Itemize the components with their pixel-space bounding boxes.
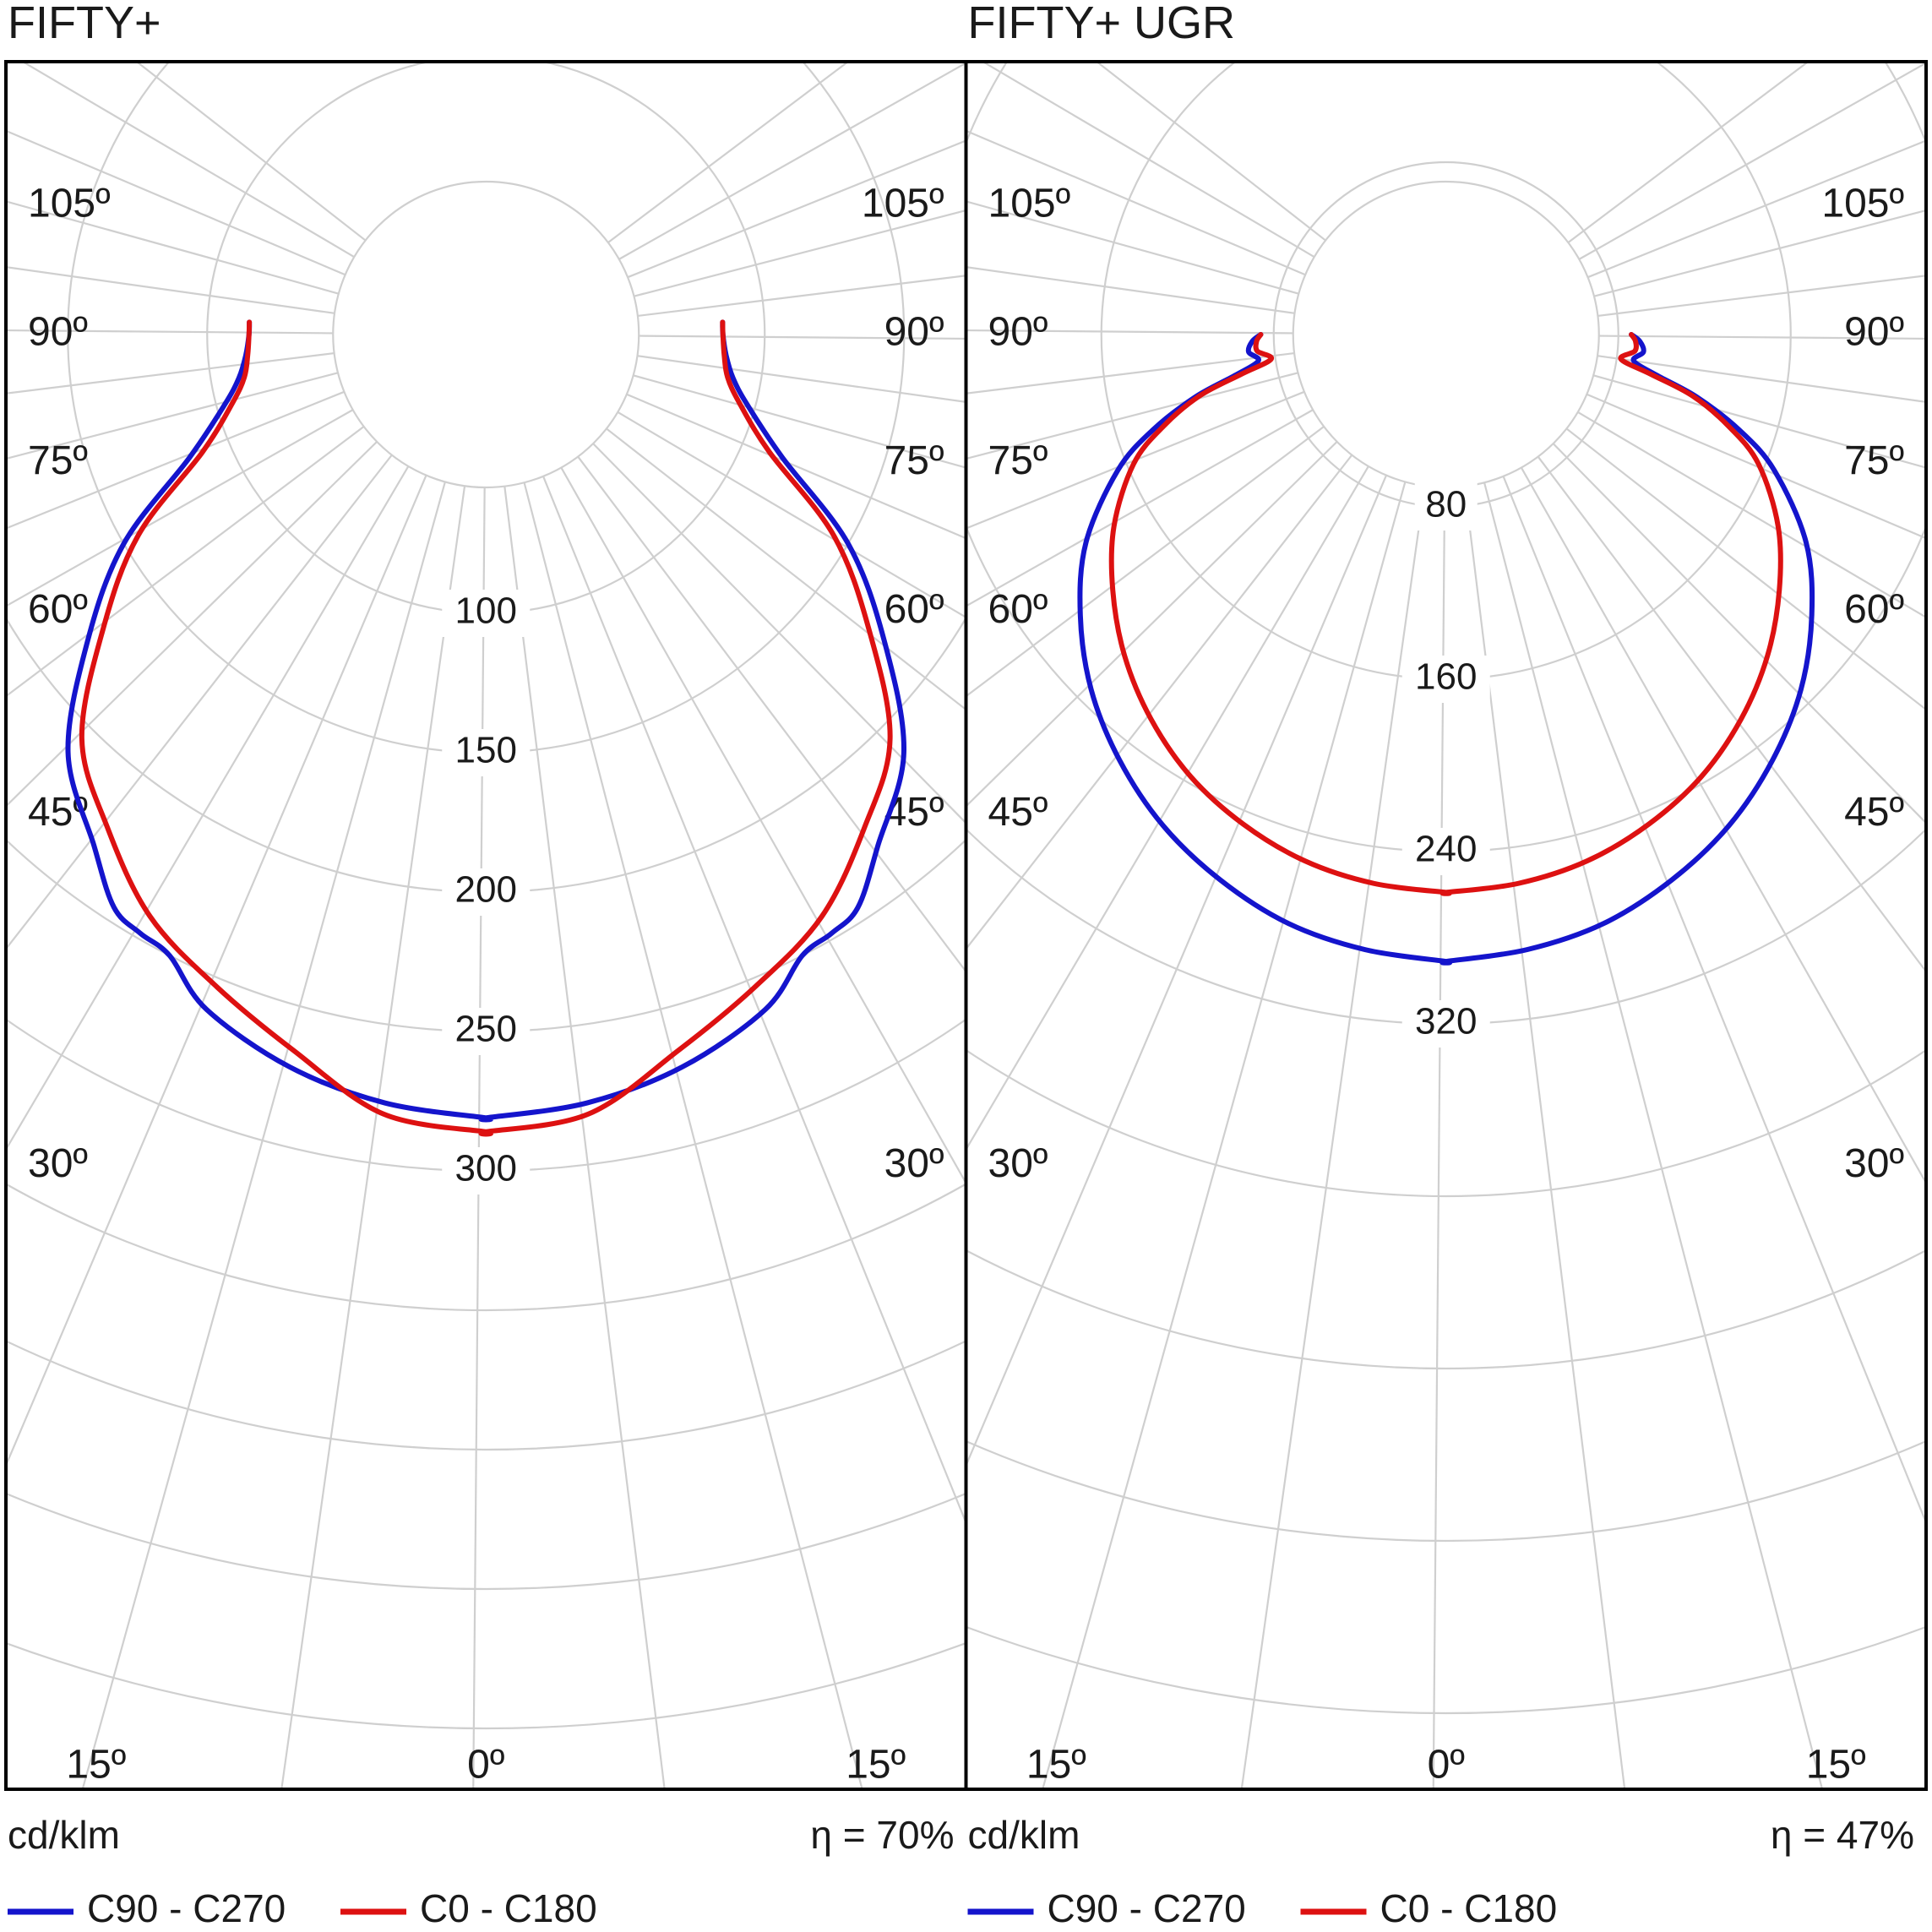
svg-text:15º: 15º: [846, 1743, 906, 1788]
svg-text:C90 - C270: C90 - C270: [87, 1886, 286, 1930]
svg-text:45º: 45º: [1844, 790, 1904, 835]
svg-text:60º: 60º: [988, 587, 1048, 632]
svg-text:15º: 15º: [1026, 1743, 1086, 1788]
svg-text:105º: 105º: [28, 181, 111, 226]
svg-text:cd/klm: cd/klm: [968, 1813, 1080, 1857]
svg-text:75º: 75º: [28, 438, 88, 483]
svg-text:60º: 60º: [28, 587, 88, 632]
svg-text:C0 - C180: C0 - C180: [420, 1886, 597, 1930]
svg-text:90º: 90º: [988, 310, 1048, 355]
svg-text:200: 200: [455, 869, 517, 911]
svg-text:300: 300: [455, 1148, 517, 1189]
svg-text:90º: 90º: [1844, 310, 1904, 355]
svg-text:C90 - C270: C90 - C270: [1048, 1886, 1246, 1930]
svg-text:105º: 105º: [988, 181, 1071, 226]
svg-text:100: 100: [455, 590, 517, 632]
svg-text:FIFTY+: FIFTY+: [8, 0, 161, 48]
svg-text:30º: 30º: [28, 1141, 88, 1186]
svg-text:75º: 75º: [1844, 438, 1904, 483]
svg-text:15º: 15º: [66, 1743, 126, 1788]
svg-text:150: 150: [455, 730, 517, 771]
svg-text:η = 70%: η = 70%: [810, 1813, 954, 1857]
svg-text:105º: 105º: [1821, 181, 1904, 226]
svg-text:η = 47%: η = 47%: [1771, 1813, 1914, 1857]
svg-text:30º: 30º: [884, 1141, 944, 1186]
svg-text:FIFTY+ UGR: FIFTY+ UGR: [968, 0, 1236, 48]
svg-text:30º: 30º: [988, 1141, 1048, 1186]
svg-text:250: 250: [455, 1009, 517, 1050]
svg-text:C0 - C180: C0 - C180: [1380, 1886, 1558, 1930]
svg-text:320: 320: [1415, 1001, 1477, 1042]
svg-text:90º: 90º: [884, 310, 944, 355]
svg-text:75º: 75º: [884, 438, 944, 483]
svg-text:0º: 0º: [1428, 1743, 1465, 1788]
svg-text:45º: 45º: [988, 790, 1048, 835]
svg-text:105º: 105º: [862, 181, 944, 226]
svg-text:160: 160: [1415, 656, 1477, 698]
svg-text:15º: 15º: [1806, 1743, 1866, 1788]
svg-text:75º: 75º: [988, 438, 1048, 483]
svg-text:60º: 60º: [1844, 587, 1904, 632]
svg-text:240: 240: [1415, 829, 1477, 870]
svg-text:0º: 0º: [467, 1743, 504, 1788]
svg-text:30º: 30º: [1844, 1141, 1904, 1186]
svg-text:60º: 60º: [884, 587, 944, 632]
svg-text:cd/klm: cd/klm: [8, 1813, 120, 1857]
svg-text:80: 80: [1425, 484, 1467, 525]
svg-text:90º: 90º: [28, 310, 88, 355]
